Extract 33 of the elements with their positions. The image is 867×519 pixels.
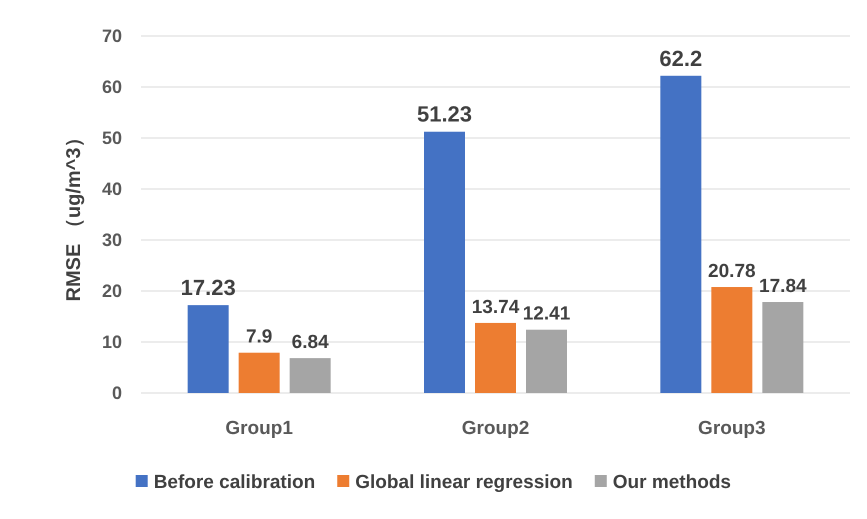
legend-label: Our methods <box>612 472 732 493</box>
data-label: 62.2 <box>659 46 702 71</box>
bar <box>424 132 465 393</box>
data-label: 6.84 <box>292 332 330 354</box>
legend-label: Before calibration <box>154 472 316 493</box>
bar <box>238 352 280 393</box>
x-tick-label: Group1 <box>225 418 294 439</box>
bar <box>660 76 702 393</box>
y-tick-label: 70 <box>102 26 122 46</box>
data-label: 13.74 <box>472 296 520 318</box>
x-tick-label: Group3 <box>698 418 766 439</box>
data-label: 17.23 <box>180 275 236 300</box>
y-tick-label: 20 <box>102 281 122 301</box>
legend-label: Global linear regression <box>355 472 573 493</box>
bar <box>526 330 567 393</box>
bar <box>475 322 516 393</box>
y-tick-label: 0 <box>112 383 122 403</box>
x-tick-label: Group2 <box>462 418 530 439</box>
bar <box>762 302 804 393</box>
y-tick-label: 60 <box>102 77 122 97</box>
data-label: 12.41 <box>522 304 571 325</box>
y-tick-label: 10 <box>102 332 122 352</box>
data-label: 51.23 <box>416 102 472 127</box>
bar <box>290 358 331 393</box>
y-tick-label: 50 <box>102 128 122 148</box>
y-tick-label: 30 <box>102 230 122 250</box>
bar <box>188 305 229 393</box>
bar <box>711 287 752 393</box>
data-label: 20.78 <box>708 261 756 282</box>
data-label: 17.84 <box>759 276 808 298</box>
y-tick-label: 40 <box>102 179 122 199</box>
data-label: 7.9 <box>246 326 272 348</box>
y-axis-title: RMSE （ug/m^3） <box>63 128 85 302</box>
